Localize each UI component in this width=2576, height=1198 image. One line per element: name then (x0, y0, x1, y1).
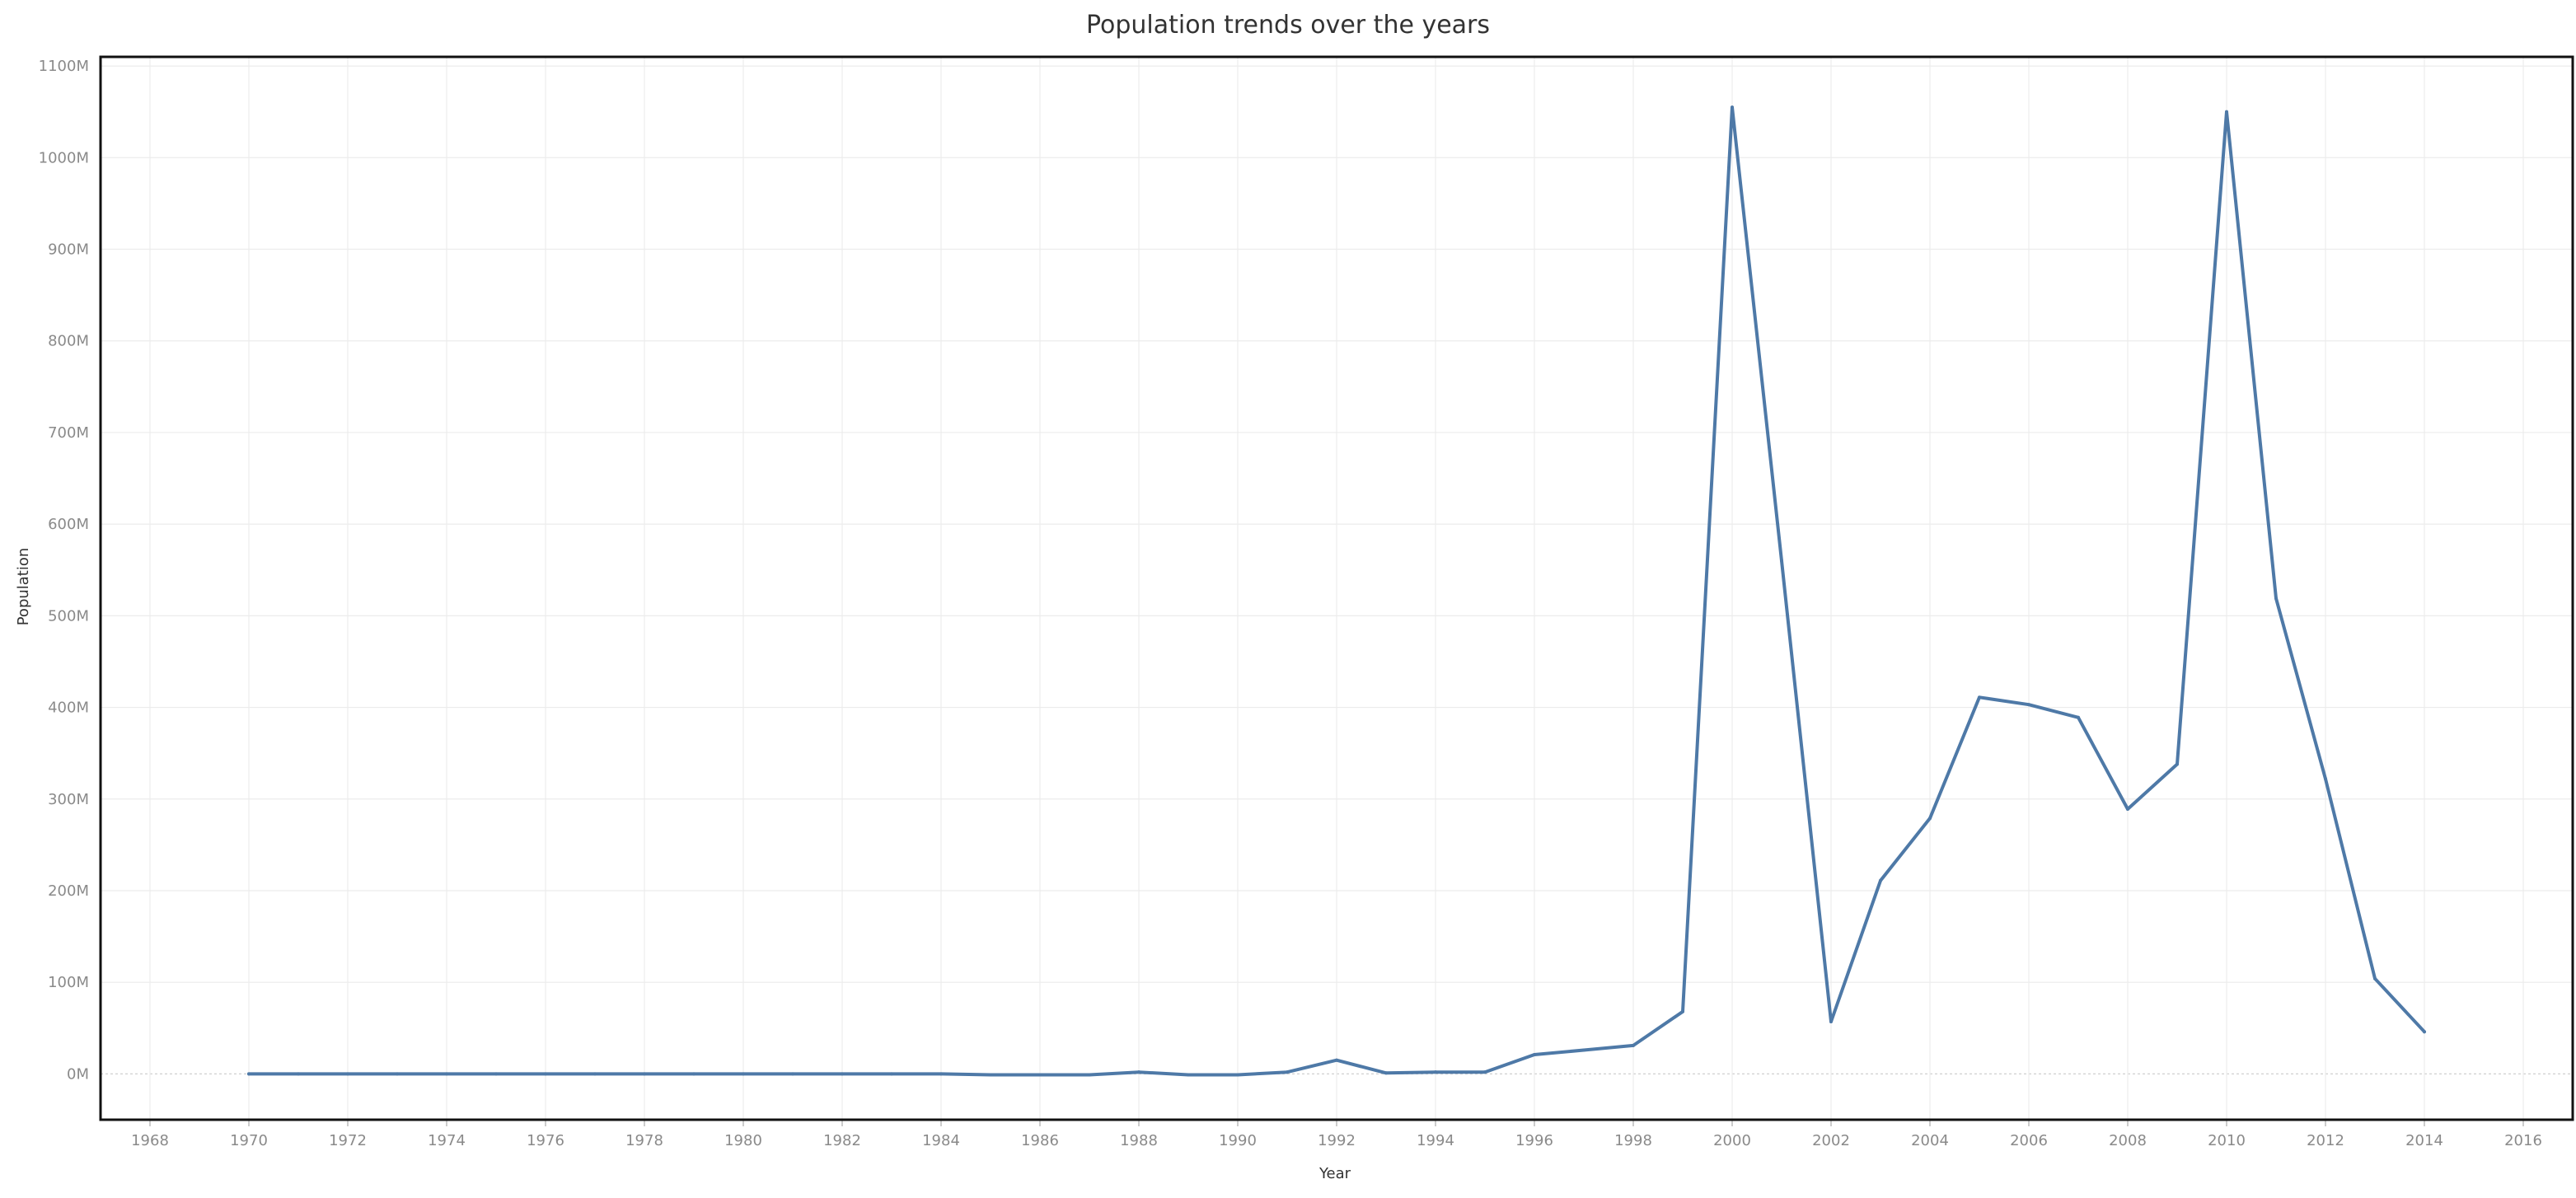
x-tick-label: 2012 (2307, 1132, 2344, 1149)
data-point (2324, 777, 2327, 781)
y-tick-label: 600M (48, 516, 89, 533)
data-point (396, 1072, 399, 1076)
data-point (1384, 1071, 1388, 1075)
plot-frame (99, 55, 2574, 1121)
data-point (2077, 715, 2080, 719)
x-tick-label: 2014 (2405, 1132, 2443, 1149)
data-point (989, 1073, 992, 1077)
y-tick-label: 200M (48, 882, 89, 900)
x-tick-label: 1986 (1021, 1132, 1059, 1149)
y-tick-label: 900M (48, 241, 89, 259)
x-tick-label: 2004 (1911, 1132, 1949, 1149)
data-point (1731, 105, 1734, 110)
data-point (2423, 1030, 2426, 1034)
data-point (445, 1072, 448, 1076)
x-tick-label: 1992 (1318, 1132, 1356, 1149)
x-tick-label: 1982 (823, 1132, 861, 1149)
x-tick-label: 1990 (1219, 1132, 1257, 1149)
data-point (2126, 807, 2129, 812)
x-tick-label: 1996 (1515, 1132, 1553, 1149)
x-tick-label: 2006 (2010, 1132, 2048, 1149)
data-point (1286, 1070, 1289, 1074)
data-point (593, 1072, 597, 1076)
data-point (2027, 703, 2030, 707)
y-tick-label: 300M (48, 791, 89, 808)
data-point (247, 1072, 251, 1076)
x-tick-label: 1998 (1614, 1132, 1652, 1149)
x-tick-label: 1974 (428, 1132, 466, 1149)
data-point (494, 1072, 498, 1076)
data-point (544, 1072, 547, 1076)
x-tick-label: 1976 (527, 1132, 564, 1149)
y-tick-label: 500M (48, 607, 89, 625)
y-tick-label: 0M (67, 1065, 89, 1083)
y-axis-label: Population (15, 548, 32, 626)
data-point (1533, 1053, 1536, 1057)
data-point (939, 1072, 943, 1076)
data-point (1483, 1070, 1487, 1074)
data-point (1335, 1058, 1338, 1062)
data-point (841, 1072, 844, 1076)
data-point (1137, 1070, 1140, 1074)
y-tick-label: 1000M (39, 149, 89, 166)
x-tick-label: 2002 (1812, 1132, 1850, 1149)
data-point (643, 1072, 646, 1076)
data-point (297, 1072, 300, 1076)
data-point (1829, 1020, 1833, 1024)
data-points (247, 105, 2426, 1077)
data-point (1088, 1073, 1091, 1077)
x-tick-label: 1994 (1417, 1132, 1454, 1149)
x-tick-label: 1978 (625, 1132, 663, 1149)
x-tick-label: 1980 (724, 1132, 762, 1149)
chart-title: Population trends over the years (1086, 11, 1490, 40)
data-point (1434, 1070, 1437, 1074)
data-point (1879, 878, 1882, 882)
data-point (890, 1072, 893, 1076)
data-point (346, 1072, 349, 1076)
x-tick-label: 2016 (2504, 1132, 2542, 1149)
x-tick-label: 1970 (230, 1132, 268, 1149)
y-tick-label: 1100M (39, 58, 89, 75)
data-point (1236, 1073, 1239, 1077)
y-axis-ticks: 0M 100M 200M 300M 400M 500M 600M 700M 800M 900M 10… (39, 58, 89, 1083)
x-tick-label: 1972 (329, 1132, 367, 1149)
data-point (742, 1072, 745, 1076)
y-tick-label: 400M (48, 700, 89, 717)
data-point (791, 1072, 794, 1076)
y-tick-label: 800M (48, 333, 89, 350)
data-point (2176, 762, 2179, 766)
x-tick-label: 1988 (1120, 1132, 1158, 1149)
x-tick-label: 2000 (1713, 1132, 1751, 1149)
x-tick-label: 2010 (2208, 1132, 2246, 1149)
data-point (1780, 559, 1783, 563)
data-point (2274, 597, 2278, 601)
data-point (1928, 817, 1932, 821)
data-point (1187, 1073, 1190, 1077)
data-point (1681, 1009, 1684, 1013)
data-point (2225, 110, 2228, 114)
x-tick-label: 1968 (131, 1132, 169, 1149)
data-point (2373, 976, 2377, 980)
gridlines (101, 57, 2573, 1120)
data-point (1582, 1048, 1585, 1052)
data-point (692, 1072, 696, 1076)
y-tick-label: 100M (48, 974, 89, 991)
x-tick-label: 2008 (2109, 1132, 2147, 1149)
y-tick-label: 700M (48, 424, 89, 442)
x-tick-label: 1984 (922, 1132, 960, 1149)
data-point (1978, 695, 1981, 700)
x-axis-label: Year (1318, 1165, 1351, 1182)
x-axis-ticks: 1968 1970 1972 1974 1976 1978 1980 1982 1984 1986… (131, 1120, 2542, 1149)
data-point (1038, 1073, 1042, 1077)
data-point (1632, 1043, 1635, 1047)
